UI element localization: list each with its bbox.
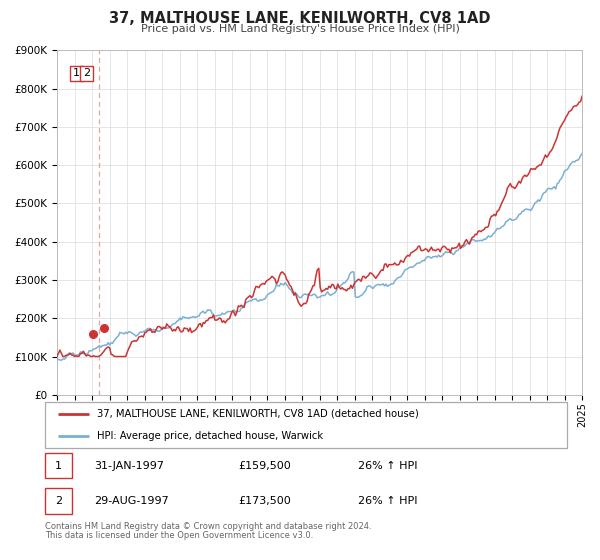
Text: 1: 1 xyxy=(73,68,80,78)
Text: £159,500: £159,500 xyxy=(238,460,291,470)
Text: 2: 2 xyxy=(83,68,91,78)
Text: Contains HM Land Registry data © Crown copyright and database right 2024.: Contains HM Land Registry data © Crown c… xyxy=(45,522,371,531)
Text: HPI: Average price, detached house, Warwick: HPI: Average price, detached house, Warw… xyxy=(97,431,323,441)
Text: 2: 2 xyxy=(55,496,62,506)
Text: 1: 1 xyxy=(55,460,62,470)
Bar xyxy=(45,453,72,478)
Text: 37, MALTHOUSE LANE, KENILWORTH, CV8 1AD (detached house): 37, MALTHOUSE LANE, KENILWORTH, CV8 1AD … xyxy=(97,409,419,419)
Text: 26% ↑ HPI: 26% ↑ HPI xyxy=(358,496,418,506)
Text: 37, MALTHOUSE LANE, KENILWORTH, CV8 1AD: 37, MALTHOUSE LANE, KENILWORTH, CV8 1AD xyxy=(109,11,491,26)
Bar xyxy=(45,488,72,514)
Text: £173,500: £173,500 xyxy=(238,496,291,506)
Text: 31-JAN-1997: 31-JAN-1997 xyxy=(95,460,164,470)
Text: Price paid vs. HM Land Registry's House Price Index (HPI): Price paid vs. HM Land Registry's House … xyxy=(140,24,460,34)
Text: This data is licensed under the Open Government Licence v3.0.: This data is licensed under the Open Gov… xyxy=(45,531,313,540)
Text: 29-AUG-1997: 29-AUG-1997 xyxy=(95,496,169,506)
Text: 26% ↑ HPI: 26% ↑ HPI xyxy=(358,460,418,470)
